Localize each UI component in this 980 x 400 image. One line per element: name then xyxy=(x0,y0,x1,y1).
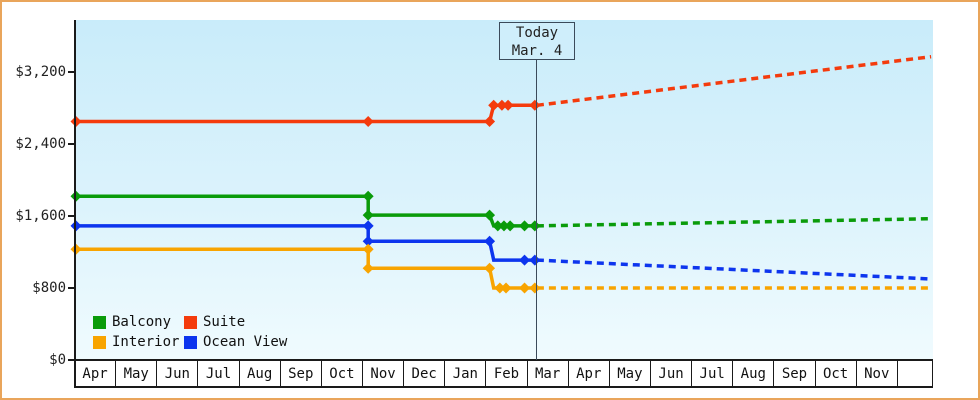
x-axis-month-label: Oct xyxy=(816,361,857,386)
series-balcony xyxy=(70,190,932,232)
x-axis-month-label: Jan xyxy=(445,361,487,386)
data-point-diamond xyxy=(504,220,516,232)
data-point-diamond xyxy=(494,282,506,294)
legend-label: Balcony xyxy=(112,314,172,330)
data-point-diamond xyxy=(362,220,374,232)
today-date: Mar. 4 xyxy=(511,43,563,59)
data-point-diamond xyxy=(362,190,374,202)
data-point-diamond xyxy=(492,220,504,232)
data-point-diamond xyxy=(519,254,531,266)
x-axis-month-label: Oct xyxy=(322,361,363,386)
series-interior xyxy=(70,243,932,294)
data-point-diamond xyxy=(484,235,496,247)
legend-swatch xyxy=(93,335,106,349)
legend-item-balcony: Balcony xyxy=(93,312,184,332)
y-axis-tick-mark xyxy=(68,71,75,73)
data-point-diamond xyxy=(488,99,500,111)
data-point-diamond xyxy=(362,243,374,255)
data-point-diamond xyxy=(519,282,531,294)
data-point-diamond xyxy=(529,254,541,266)
legend-swatch xyxy=(184,315,197,329)
data-point-diamond xyxy=(496,99,508,111)
legend-item-ocean-view: Ocean View xyxy=(184,332,287,352)
data-point-diamond xyxy=(484,262,496,274)
data-point-diamond xyxy=(502,99,514,111)
y-axis-tick-label: $1,600 xyxy=(15,208,66,224)
data-point-diamond xyxy=(484,209,496,221)
data-point-diamond xyxy=(500,282,512,294)
x-axis-month-label: Sep xyxy=(774,361,816,386)
x-axis-month-label: Sep xyxy=(281,361,322,386)
y-axis-tick-label: $0 xyxy=(49,352,66,368)
data-point-diamond xyxy=(70,243,82,255)
x-axis-month-label: Aug xyxy=(240,361,281,386)
x-axis-month-label: Apr xyxy=(569,361,610,386)
data-point-diamond xyxy=(529,220,541,232)
data-point-diamond xyxy=(362,116,374,127)
y-axis-tick-mark xyxy=(68,215,75,217)
legend-label: Interior xyxy=(112,334,180,350)
legend-swatch xyxy=(93,315,106,329)
legend-label: Ocean View xyxy=(203,334,288,350)
legend-item-interior: Interior xyxy=(93,332,184,352)
x-axis-month-label: Feb xyxy=(486,361,528,386)
x-axis-month-label: Nov xyxy=(363,361,405,386)
y-axis-tick-label: $2,400 xyxy=(15,136,66,152)
y-axis-tick-mark xyxy=(68,359,75,361)
series-ocean-view xyxy=(70,220,932,281)
x-axis-month-label: May xyxy=(610,361,651,386)
x-axis-month-label: May xyxy=(116,361,158,386)
y-axis-line xyxy=(74,20,76,388)
data-point-diamond xyxy=(70,220,82,232)
data-point-diamond xyxy=(362,262,374,274)
price-lines-svg xyxy=(70,54,932,294)
x-axis-month-label: Nov xyxy=(857,361,898,386)
data-point-diamond xyxy=(529,282,541,294)
data-point-diamond xyxy=(70,116,82,127)
series-suite xyxy=(70,54,932,127)
today-vertical-line xyxy=(536,60,537,360)
today-annotation: Today Mar. 4 xyxy=(499,22,575,60)
x-axis-month-row: Apr May Jun Jul Aug Sep Oct Nov Dec Jan Feb Mar Apr M… xyxy=(75,359,933,388)
x-axis-empty-cell xyxy=(898,361,933,386)
x-axis-month-label: Dec xyxy=(404,361,446,386)
data-point-diamond xyxy=(529,99,541,111)
y-axis-tick-mark xyxy=(68,287,75,289)
chart-legend: Balcony Suite Interior Ocean View xyxy=(93,312,287,352)
today-label: Today xyxy=(515,25,559,41)
data-point-diamond xyxy=(70,190,82,202)
y-axis-tick-label: $800 xyxy=(32,280,66,296)
y-axis-tick-label: $3,200 xyxy=(15,64,66,80)
x-axis-month-label: Aug xyxy=(733,361,775,386)
data-point-diamond xyxy=(519,220,531,232)
data-point-diamond xyxy=(362,209,374,221)
x-axis-month-label: Jun xyxy=(157,361,199,386)
x-axis-month-label: Jun xyxy=(651,361,693,386)
data-point-diamond xyxy=(362,235,374,247)
x-axis-month-label: Apr xyxy=(75,361,117,386)
x-axis-month-label: Mar xyxy=(528,361,569,386)
x-axis-month-label: Jul xyxy=(198,361,240,386)
y-axis-tick-mark xyxy=(68,143,75,145)
legend-label: Suite xyxy=(203,314,246,330)
data-point-diamond xyxy=(484,116,496,127)
legend-item-suite: Suite xyxy=(184,312,287,332)
data-point-diamond xyxy=(498,220,510,232)
legend-swatch xyxy=(184,335,197,349)
chart-plot-area xyxy=(76,20,933,360)
x-axis-month-label: Jul xyxy=(692,361,734,386)
